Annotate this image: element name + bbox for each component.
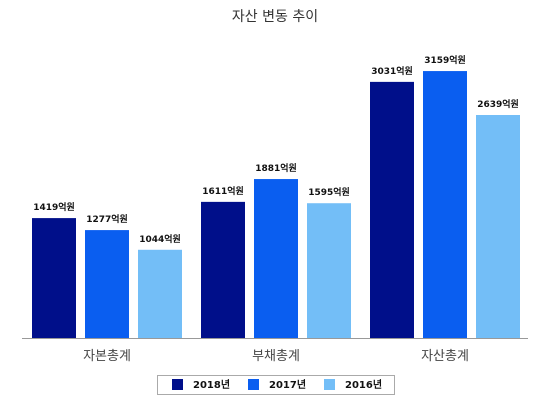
value-label-1-2: 1595억원 — [308, 186, 350, 198]
legend-label-2017: 2017년 — [269, 380, 307, 391]
x-tick-labels-group: 자본총계 부채총계 자산총계 — [83, 349, 469, 364]
legend-item-2016: 2016년 — [324, 379, 382, 393]
value-label-1-1: 1881억원 — [255, 162, 297, 174]
value-label-2-1: 3159억원 — [424, 54, 466, 66]
legend-item-2017: 2017년 — [248, 379, 306, 393]
value-label-0-1: 1277억원 — [86, 213, 128, 225]
bar-0-2 — [138, 249, 182, 338]
bars-group — [32, 71, 520, 339]
bar-1-1 — [254, 179, 298, 338]
legend-label-2016: 2016년 — [345, 380, 383, 391]
bar-1-2 — [307, 203, 351, 338]
bar-2-1 — [423, 71, 467, 338]
legend-swatch-2018 — [172, 379, 183, 390]
legend-label-2018: 2018년 — [193, 380, 231, 391]
bar-2-2 — [476, 115, 520, 338]
value-label-0-2: 1044억원 — [139, 233, 181, 245]
bar-0-1 — [85, 230, 129, 338]
bar-0-0 — [32, 218, 76, 338]
legend-swatch-2017 — [248, 379, 259, 390]
value-label-2-2: 2639억원 — [477, 98, 519, 110]
value-label-2-0: 3031억원 — [371, 65, 413, 77]
value-label-0-0: 1419억원 — [33, 201, 75, 213]
chart-title: 자산 변동 추이 — [231, 9, 319, 25]
bar-1-0 — [201, 201, 245, 338]
legend-item-2018: 2018년 — [172, 379, 230, 393]
x-tick-label-0: 자본총계 — [83, 349, 131, 364]
bar-2-0 — [370, 81, 414, 339]
value-label-1-0: 1611억원 — [202, 185, 244, 197]
x-tick-label-2: 자산총계 — [421, 349, 469, 364]
legend-swatch-2016 — [324, 379, 335, 390]
legend: 2018년 2017년 2016년 — [157, 375, 395, 395]
x-tick-label-1: 부채총계 — [252, 349, 300, 364]
value-labels-group: 1419억원 1277억원 1044억원 1611억원 1881억원 1595억원 3031… — [33, 54, 519, 245]
